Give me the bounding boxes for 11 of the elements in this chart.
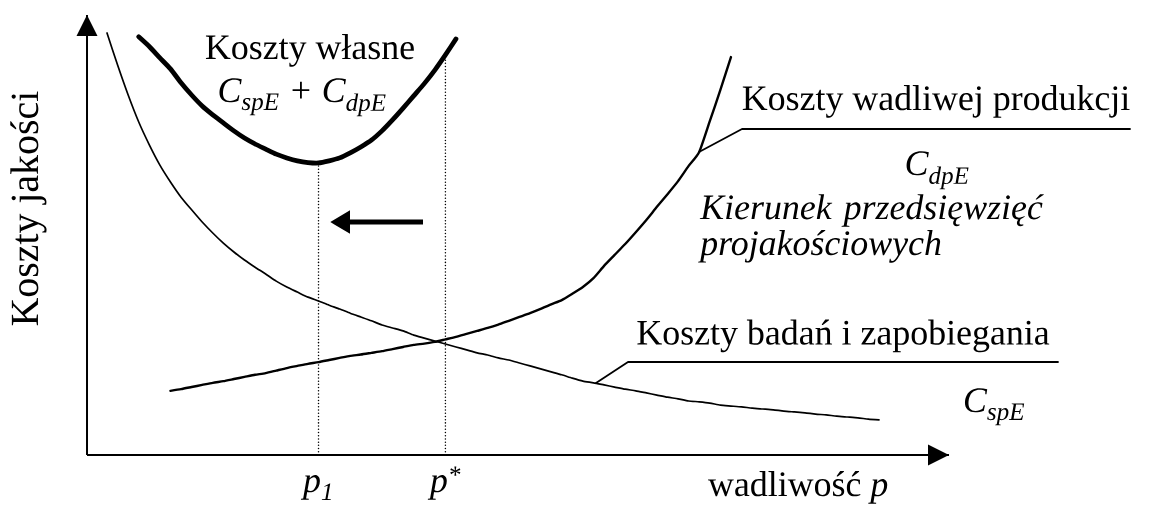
x-tick-label: p$_{1}$ [300,475,331,501]
annotation: Koszty badań i zapobiegania [637,319,1050,353]
text: C$_{spE}$ [964,388,1025,426]
annotation: Kierunek przedsięwzięć projakościowych [698,194,1044,263]
x-axis-title: wadliwość p [708,471,888,504]
annotation: Koszty własne [205,34,414,67]
x-tick-label: p$^{*}$ [427,466,461,500]
y-axis-title: Koszty jakości [10,91,47,326]
annotation: C$_{spE}$ + C$_{dpE}$ [219,78,386,117]
annotation: Koszty wadliwej produkcji [742,85,1130,118]
text: C$_{dpE}$ [906,151,969,190]
